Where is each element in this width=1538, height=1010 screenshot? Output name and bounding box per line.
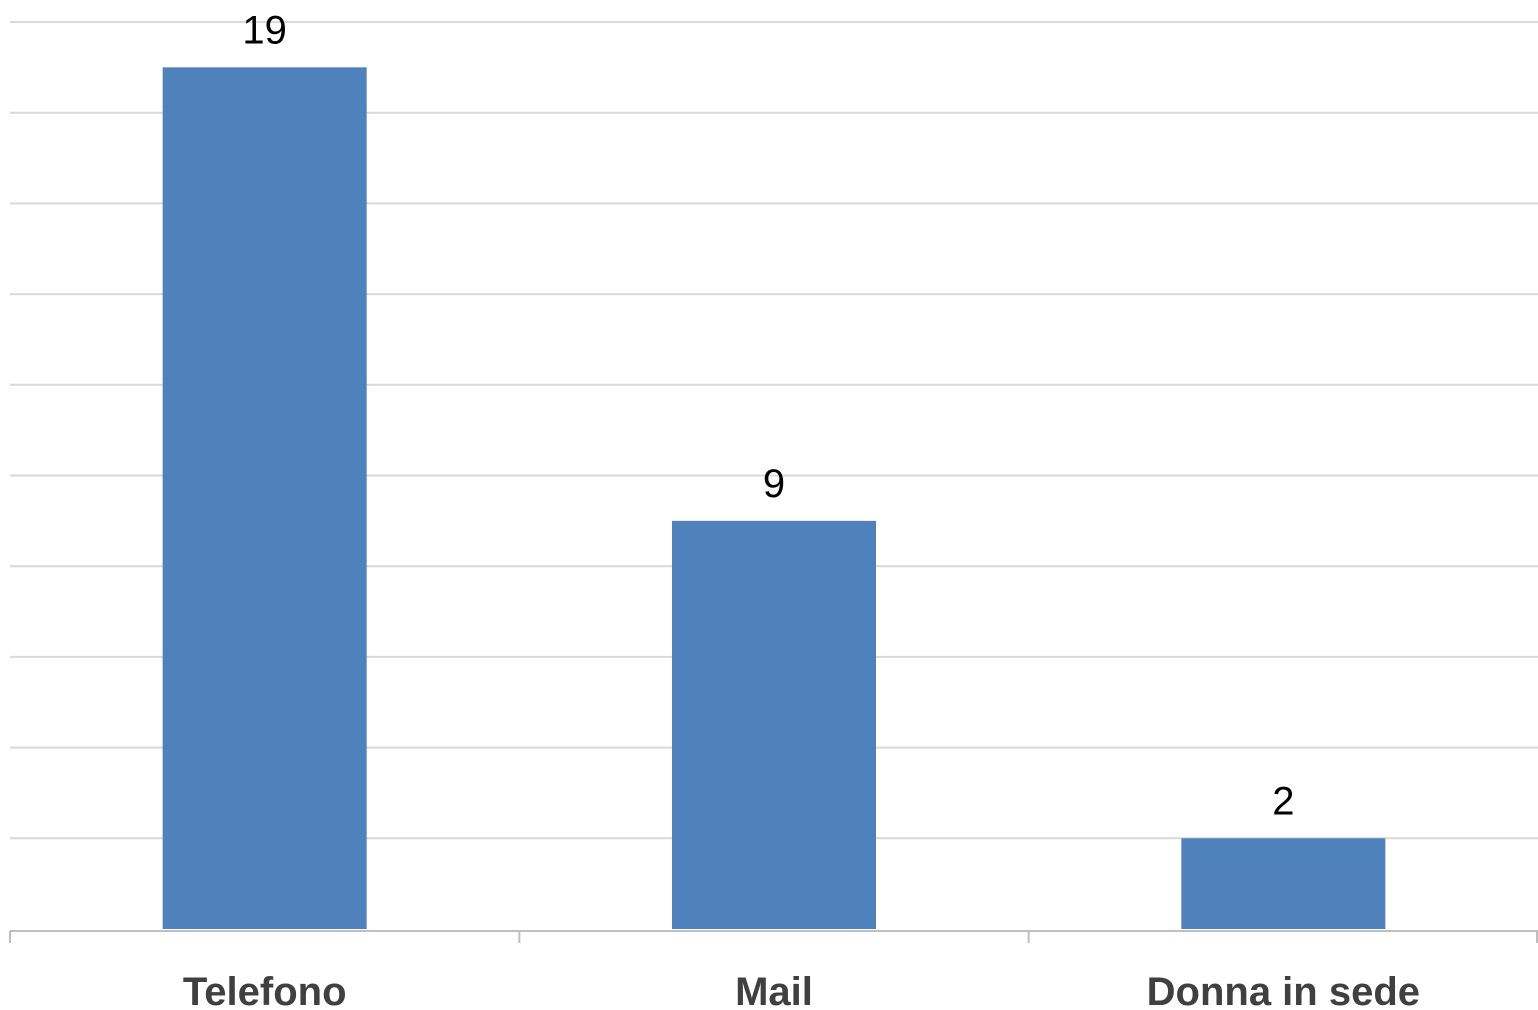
data-label: 2 [1272, 779, 1294, 823]
category-label: Telefono [183, 970, 347, 1010]
bar-donna-in-sede [1181, 838, 1386, 929]
bar-series [162, 67, 1386, 930]
data-label: 9 [763, 462, 785, 506]
category-label: Mail [735, 970, 813, 1010]
x-axis [9, 930, 1538, 943]
bar-mail [672, 520, 876, 929]
bar-telefono [162, 67, 367, 930]
category-label: Donna in sede [1147, 970, 1420, 1010]
data-label: 19 [242, 8, 287, 52]
category-labels: Telefono Mail Donna in sede [183, 970, 1420, 1010]
